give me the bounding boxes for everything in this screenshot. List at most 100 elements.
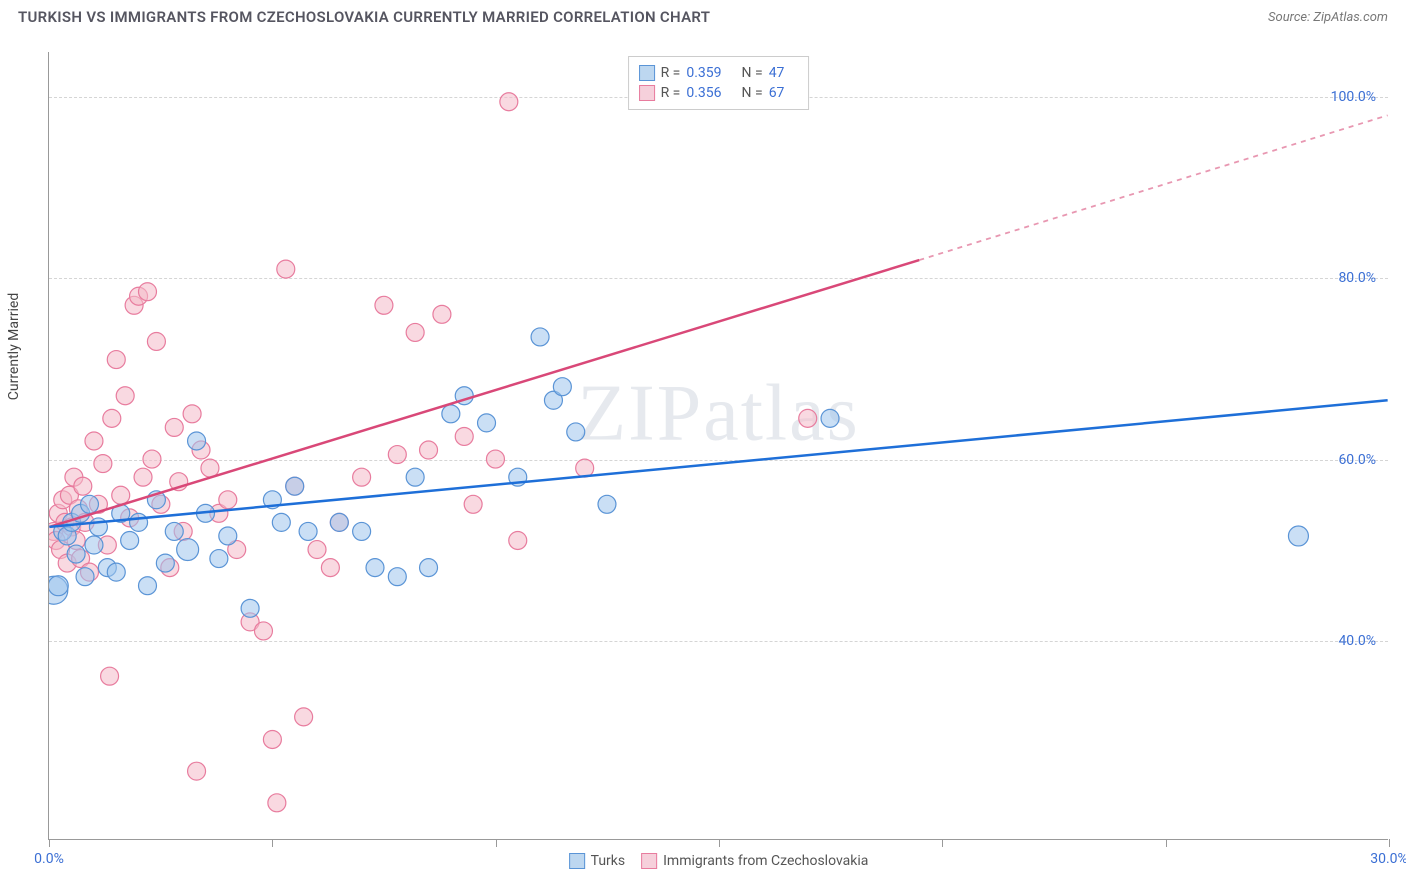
data-point <box>147 332 165 350</box>
data-point <box>101 667 119 685</box>
correlation-legend: R = 0.359 N = 47 R = 0.356 N = 67 <box>628 56 810 110</box>
data-point <box>188 762 206 780</box>
data-point <box>821 409 839 427</box>
data-point <box>330 513 348 531</box>
xtick-label: 0.0% <box>34 851 64 867</box>
trend-line <box>919 115 1387 260</box>
data-point <box>353 468 371 486</box>
data-point <box>165 522 183 540</box>
data-point <box>177 539 199 561</box>
data-point <box>143 450 161 468</box>
data-point <box>81 495 99 513</box>
data-point <box>188 432 206 450</box>
data-point <box>67 545 85 563</box>
y-axis-label: Currently Married <box>6 293 22 400</box>
data-point <box>263 731 281 749</box>
data-point <box>272 513 290 531</box>
data-point <box>567 423 585 441</box>
data-point <box>49 576 68 596</box>
xtick <box>272 839 273 847</box>
data-point <box>254 622 272 640</box>
data-point <box>107 563 125 581</box>
data-point <box>375 296 393 314</box>
legend-label-turks: Turks <box>591 853 626 869</box>
data-point <box>277 260 295 278</box>
r-label: R = <box>661 65 681 81</box>
n-label: N = <box>742 85 763 101</box>
xtick <box>719 839 720 847</box>
data-point <box>406 323 424 341</box>
data-point <box>553 378 571 396</box>
data-point <box>406 468 424 486</box>
legend-item-czech: Immigrants from Czechoslovakia <box>641 853 868 869</box>
data-point <box>107 351 125 369</box>
xtick-label: 30.0% <box>1370 851 1406 867</box>
data-point <box>210 550 228 568</box>
data-point <box>388 446 406 464</box>
swatch-czech-icon <box>639 85 655 101</box>
trend-line <box>49 400 1387 527</box>
n-label: N = <box>742 65 763 81</box>
chart-plot-area: ZIPatlas R = 0.359 N = 47 R = 0.356 N = … <box>48 52 1388 840</box>
data-point <box>139 283 157 301</box>
data-point <box>165 418 183 436</box>
swatch-czech-icon <box>641 853 657 869</box>
data-point <box>509 531 527 549</box>
data-point <box>531 328 549 346</box>
data-point <box>321 559 339 577</box>
data-point <box>121 531 139 549</box>
legend-row-turks: R = 0.359 N = 47 <box>639 63 799 83</box>
data-point <box>1288 526 1308 546</box>
data-point <box>201 459 219 477</box>
data-point <box>295 708 313 726</box>
data-point <box>500 93 518 111</box>
xtick <box>1166 839 1167 847</box>
xtick <box>942 839 943 847</box>
data-point <box>366 559 384 577</box>
data-point <box>219 491 237 509</box>
series-legend: Turks Immigrants from Czechoslovakia <box>569 853 869 869</box>
data-point <box>442 405 460 423</box>
scatter-svg <box>49 52 1388 839</box>
data-point <box>286 477 304 495</box>
legend-item-turks: Turks <box>569 853 626 869</box>
data-point <box>433 305 451 323</box>
chart-title: TURKISH VS IMMIGRANTS FROM CZECHOSLOVAKI… <box>18 8 710 26</box>
chart-source: Source: ZipAtlas.com <box>1268 10 1388 25</box>
r-label: R = <box>661 85 681 101</box>
r-value-czech: 0.356 <box>686 85 721 101</box>
legend-label-czech: Immigrants from Czechoslovakia <box>663 853 868 869</box>
data-point <box>268 794 286 812</box>
data-point <box>486 450 504 468</box>
data-point <box>420 559 438 577</box>
data-point <box>74 477 92 495</box>
data-point <box>219 527 237 545</box>
data-point <box>799 409 817 427</box>
data-point <box>478 414 496 432</box>
data-point <box>85 536 103 554</box>
data-point <box>112 486 130 504</box>
data-point <box>455 427 473 445</box>
data-point <box>420 441 438 459</box>
data-point <box>85 432 103 450</box>
data-point <box>139 577 157 595</box>
data-point <box>94 455 112 473</box>
data-point <box>388 568 406 586</box>
swatch-turks-icon <box>639 65 655 81</box>
data-point <box>464 495 482 513</box>
data-point <box>598 495 616 513</box>
xtick <box>496 839 497 847</box>
data-point <box>76 568 94 586</box>
data-point <box>116 387 134 405</box>
data-point <box>299 522 317 540</box>
swatch-turks-icon <box>569 853 585 869</box>
xtick <box>1389 839 1390 847</box>
data-point <box>353 522 371 540</box>
r-value-turks: 0.359 <box>686 65 721 81</box>
data-point <box>308 541 326 559</box>
data-point <box>103 409 121 427</box>
data-point <box>134 468 152 486</box>
n-value-turks: 47 <box>769 65 785 81</box>
data-point <box>183 405 201 423</box>
n-value-czech: 67 <box>769 85 785 101</box>
